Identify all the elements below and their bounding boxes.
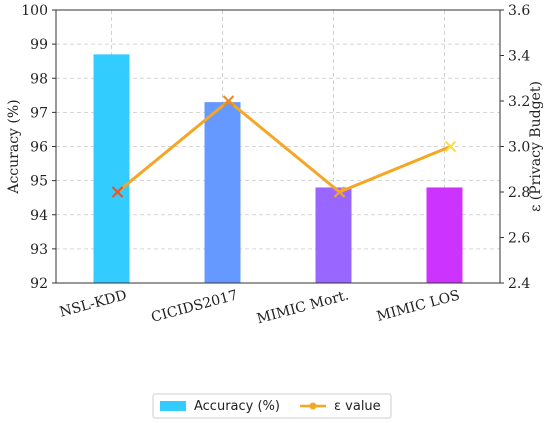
y2-tick-label: 3.4 [508,49,530,65]
x-category-label: MIMIC LOS [375,287,462,325]
x-category-label: CICIDS2017 [149,287,239,325]
y-tick-label: 93 [30,242,48,258]
line-series [111,95,457,198]
y2-tick-label: 3.0 [508,140,530,156]
x-category-label: NSL-KDD [58,287,129,320]
epsilon-marker [333,186,346,198]
y-tick-label: 96 [30,140,48,156]
y2-tick-label: 2.8 [508,185,530,201]
y-axis-title: Accuracy (%) [6,99,22,194]
x-category-label: MIMIC Mort. [255,287,350,327]
y2-tick-label: 3.2 [508,94,530,110]
epsilon-marker-stroke [222,95,235,107]
epsilon-line [116,99,452,194]
category-labels: NSL-KDD CICIDS2017 MIMIC Mort. MIMIC LOS [58,287,462,327]
y-tick-label: 98 [30,71,48,87]
legend-marker-epsilon [309,402,317,410]
bar-cicids2017 [204,102,241,283]
epsilon-marker [111,186,124,198]
y-tick-label: 97 [30,105,48,121]
legend-swatch-accuracy [160,401,186,411]
legend: Accuracy (%) ε value [152,393,392,419]
y2-tick-label: 2.6 [508,231,530,247]
epsilon-marker-stroke [444,140,457,153]
y-tick-label: 95 [30,174,48,190]
y2-axis-title: ε (Privacy Budget) [528,81,544,212]
y-tick-label: 99 [30,37,48,53]
right-tick-labels: 2.4 2.6 2.8 3.0 3.2 3.4 3.6 [500,3,530,292]
legend-box [152,393,392,419]
y-tick-label: 94 [30,208,48,224]
legend-label-epsilon: ε value [334,399,381,414]
bar-mimic-los [426,187,463,283]
left-tick-labels: 92 93 94 95 96 97 98 99 100 [21,3,56,292]
legend-label-accuracy: Accuracy (%) [194,399,280,414]
y-tick-label: 100 [21,3,48,19]
epsilon-marker [444,140,457,153]
y2-tick-label: 3.6 [508,3,530,19]
epsilon-marker-stroke [333,186,346,198]
y2-tick-label: 2.4 [508,276,530,292]
bar-mimic-mort- [315,187,352,283]
epsilon-marker-stroke [111,186,124,198]
bar-nsl-kdd [93,54,130,283]
bar-series [93,54,463,283]
y-tick-label: 92 [30,276,48,292]
epsilon-marker [222,95,235,107]
